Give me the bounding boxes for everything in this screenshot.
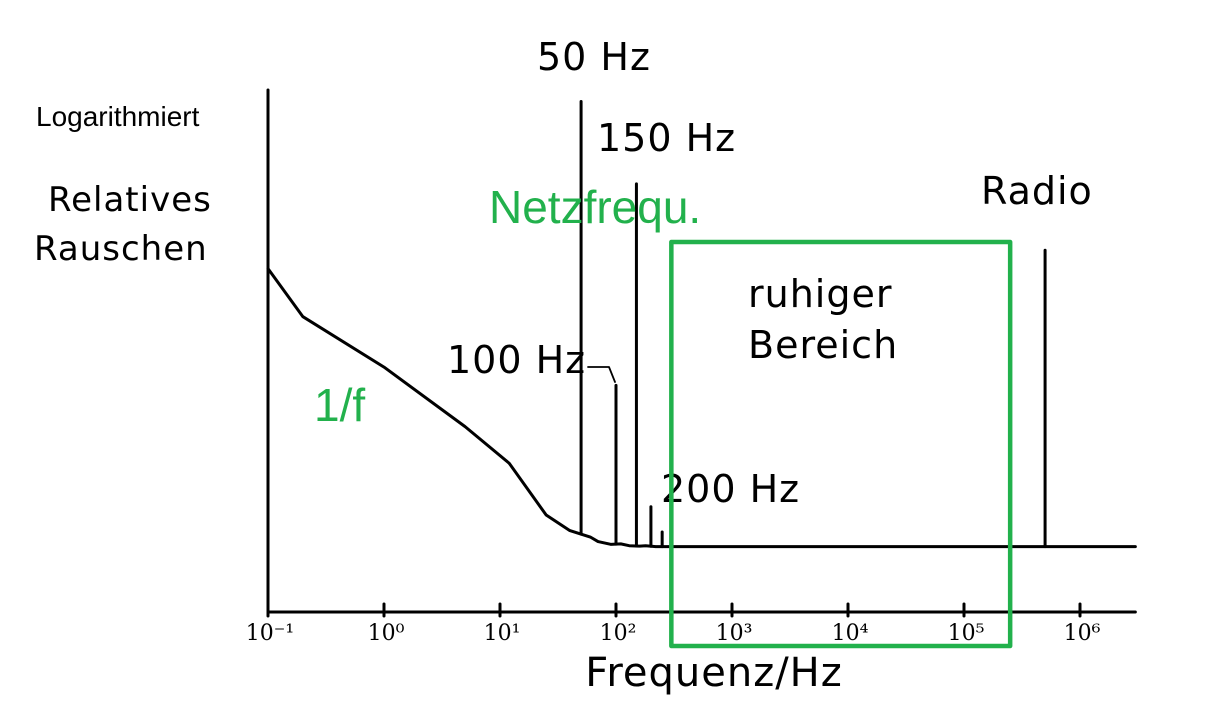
region-label-line-1: ruhiger [748, 272, 892, 316]
x-tick-label-6: 10⁵ [948, 621, 985, 646]
y-axis-title-line-2: Rauschen [34, 229, 208, 269]
noise-baseline-line [266, 267, 1137, 549]
x-tick-label-1: 10⁰ [368, 621, 405, 646]
spike-label-5: Radio [981, 169, 1093, 213]
spike-label-1: 100 Hz [447, 338, 586, 382]
quiet-region-highlight-box [669, 239, 1013, 649]
overlay-label-0: 1/f [314, 379, 365, 431]
overlay-label-1: Netzfrequ. [489, 181, 701, 233]
x-tick-label-5: 10⁴ [832, 621, 869, 646]
x-axis-title: Frequenz/Hz [585, 650, 843, 696]
spike-label-3: 200 Hz [661, 467, 800, 511]
x-tick-label-4: 10³ [716, 621, 753, 646]
spike-label-2: 150 Hz [597, 116, 736, 160]
x-tick-label-2: 10¹ [484, 621, 521, 646]
x-tick-label-0: 10⁻¹ [246, 621, 294, 646]
x-tick-label-3: 10² [600, 621, 637, 646]
region-label-line-2: Bereich [748, 323, 898, 367]
y-axis-scale-note: Logarithmiert [36, 101, 200, 132]
spike-label-leader-100hz [587, 366, 616, 383]
y-axis-title-line-1: Relatives [48, 180, 212, 220]
x-tick-label-7: 10⁶ [1064, 621, 1101, 646]
spike-label-0: 50 Hz [537, 35, 651, 79]
